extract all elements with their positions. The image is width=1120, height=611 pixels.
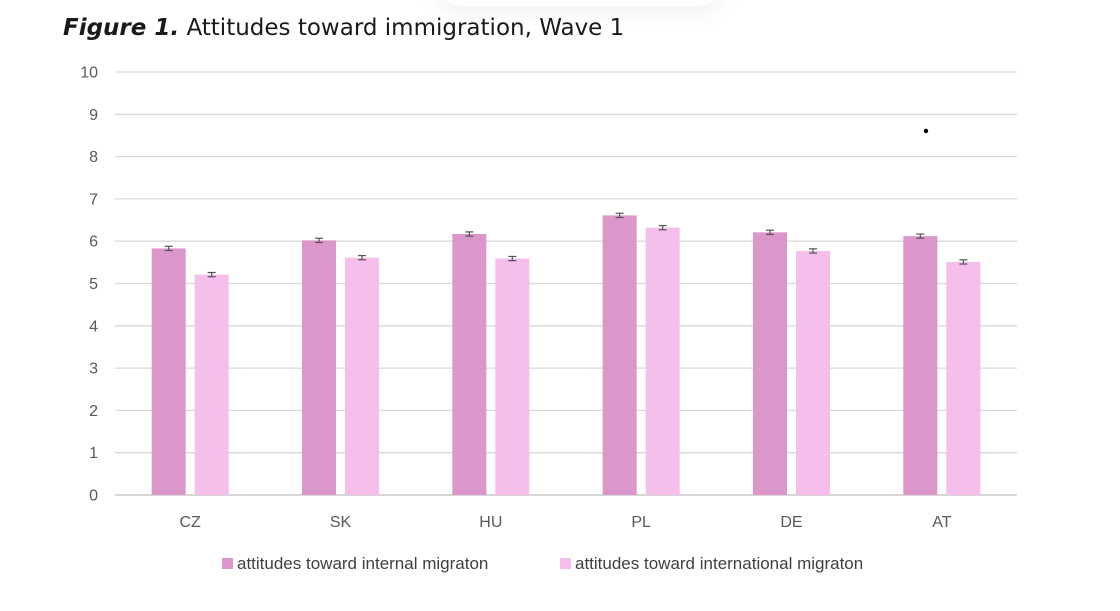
bar-hu-series-2 <box>495 258 530 495</box>
legend-swatch <box>560 558 571 569</box>
legend: attitudes toward internal migraton attitu… <box>222 554 863 573</box>
error-bar <box>809 248 817 254</box>
figure-title: Figure 1. Attitudes toward immigration, … <box>63 15 624 41</box>
x-category-label: CZ <box>180 514 202 531</box>
error-bar <box>959 259 968 265</box>
y-tick-label: 7 <box>89 191 98 208</box>
x-category-label: AT <box>932 514 951 531</box>
legend-label: attitudes toward internal migraton <box>237 554 488 573</box>
y-tick-label: 4 <box>89 318 98 335</box>
y-tick-label: 6 <box>89 234 98 251</box>
y-tick-label: 10 <box>80 65 98 82</box>
x-category-label: PL <box>631 514 651 531</box>
figure-caption: Attitudes toward immigration, Wave 1 <box>186 15 625 41</box>
bar-sk-series-2 <box>345 257 379 495</box>
bar-cz-series-1 <box>151 248 186 495</box>
bars <box>151 215 981 495</box>
bar-at-series-2 <box>946 261 981 495</box>
error-bar <box>465 231 474 237</box>
y-tick-label: 8 <box>89 149 98 166</box>
bar-sk-series-1 <box>302 240 336 495</box>
x-axis-labels: CZ SK HU PL DE AT <box>180 514 952 531</box>
error-bar <box>315 237 323 244</box>
gridlines <box>115 71 1017 496</box>
error-bar <box>207 271 216 278</box>
error-bar <box>508 255 517 262</box>
x-category-label: DE <box>780 514 802 531</box>
y-axis-ticks: 0 1 2 3 4 5 6 7 8 9 10 <box>80 65 98 505</box>
error-bar <box>766 229 774 236</box>
bar-pl-series-1 <box>602 215 637 495</box>
error-bar <box>658 224 667 231</box>
y-tick-label: 1 <box>89 445 98 462</box>
x-category-label: SK <box>330 514 352 531</box>
bar-hu-series-1 <box>452 234 487 495</box>
bar-cz-series-2 <box>194 274 229 495</box>
y-tick-label: 2 <box>89 403 98 420</box>
legend-item: attitudes toward international migraton <box>560 554 863 573</box>
error-bar <box>615 212 624 219</box>
figure-label: Figure 1. <box>63 15 180 41</box>
stray-dot-mark <box>923 128 929 134</box>
y-tick-label: 0 <box>89 488 98 505</box>
error-bar <box>916 233 925 239</box>
legend-item: attitudes toward internal migraton <box>222 554 488 573</box>
top-shadow-decoration <box>430 0 730 6</box>
bar-de-series-1 <box>753 232 787 495</box>
bar-de-series-2 <box>796 250 830 495</box>
y-tick-label: 3 <box>89 361 98 378</box>
error-bar <box>358 254 366 261</box>
y-tick-label: 5 <box>89 276 98 293</box>
bar-at-series-1 <box>903 236 938 495</box>
legend-swatch <box>222 558 233 569</box>
error-bar <box>164 245 173 252</box>
x-category-label: HU <box>479 514 502 531</box>
legend-label: attitudes toward international migraton <box>575 554 863 573</box>
error-bars <box>164 212 968 278</box>
bar-pl-series-2 <box>645 227 680 495</box>
y-tick-label: 9 <box>89 107 98 124</box>
